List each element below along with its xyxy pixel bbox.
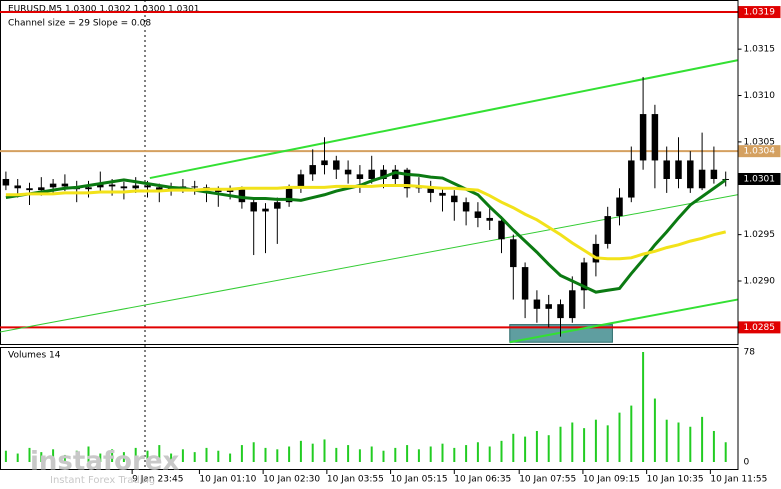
- candle-body: [639, 114, 647, 161]
- candle-body: [26, 188, 33, 191]
- x-tick-label: 10 Jan 06:35: [454, 475, 511, 485]
- candle-body: [49, 183, 57, 188]
- price-panel: [0, 0, 739, 345]
- volume-panel: [0, 347, 739, 470]
- candle-body: [108, 184, 116, 187]
- trend-line: [149, 59, 738, 180]
- candle-body: [97, 184, 104, 188]
- x-tick-label: 10 Jan 01:10: [199, 475, 256, 485]
- candle-body: [628, 160, 635, 198]
- candle-body: [392, 169, 399, 179]
- candle-body: [61, 183, 69, 187]
- candle-body: [344, 169, 352, 175]
- candle-body: [2, 178, 10, 186]
- candle-body: [663, 160, 670, 179]
- last-price-label: 1.0301: [744, 174, 776, 184]
- x-tick-label: 10 Jan 03:55: [327, 475, 384, 485]
- candle-body: [156, 187, 163, 192]
- candle-body: [285, 188, 293, 203]
- volume-title: Volumes 14: [8, 351, 61, 361]
- candle-body: [85, 187, 92, 190]
- candle-body: [474, 211, 482, 218]
- volume-tick-label: 0: [744, 458, 750, 468]
- candle-body: [698, 169, 706, 189]
- level-label: 1.0304: [744, 147, 776, 157]
- candle-body: [191, 186, 198, 188]
- candle-body: [144, 185, 151, 188]
- moving-average: [5, 170, 727, 294]
- candle-body: [38, 187, 45, 191]
- candle-body: [710, 169, 718, 179]
- candle-body: [309, 165, 316, 175]
- x-tick-label: 10 Jan 05:15: [391, 475, 448, 485]
- candle-body: [569, 290, 576, 319]
- candle-body: [120, 186, 128, 189]
- level-label: 1.0285: [744, 323, 776, 333]
- x-tick-label: 10 Jan 02:30: [263, 475, 320, 485]
- x-tick-label: 9 Jan 23:45: [132, 475, 183, 485]
- candle-body: [651, 114, 659, 161]
- y-tick-label: 1.0305: [744, 137, 776, 147]
- x-tick-label: 10 Jan 09:15: [583, 475, 640, 485]
- candle-body: [14, 185, 21, 189]
- candle-body: [675, 160, 682, 179]
- candle-body: [297, 174, 305, 189]
- y-tick-label: 1.0315: [744, 45, 776, 55]
- candle-body: [250, 202, 257, 212]
- moving-average: [5, 183, 727, 261]
- level-label: 1.0319: [744, 8, 776, 18]
- candle-body: [604, 216, 611, 244]
- volume-tick-label: 78: [744, 348, 756, 358]
- candle-body: [427, 186, 434, 193]
- chart-subtitle: Channel size = 29 Slope = 0.08: [8, 19, 151, 29]
- candle-body: [321, 160, 328, 166]
- level-tag: [738, 145, 781, 158]
- candle-body: [262, 208, 269, 212]
- level-tag: [738, 6, 781, 19]
- x-tick-label: 10 Jan 10:35: [647, 475, 704, 485]
- candle-body: [616, 197, 623, 217]
- marks: 1.0290 1.0295 1.0305 1.0310 1.0315 9 Jan 23:4…: [0, 6, 781, 485]
- candle-body: [132, 185, 139, 189]
- candle-body: [403, 169, 411, 189]
- trend-line: [0, 194, 738, 333]
- candle-body: [368, 169, 375, 179]
- candle-body: [498, 220, 505, 240]
- candle-body: [274, 202, 281, 209]
- watermark-brand: instaforex: [30, 447, 180, 477]
- candle-body: [687, 160, 694, 189]
- candle-body: [356, 174, 364, 179]
- y-tick-label: 1.0295: [744, 230, 776, 240]
- candle-body: [451, 195, 458, 203]
- candle-body: [333, 160, 340, 170]
- watermark-tagline: Instant Forex Trading: [50, 475, 155, 486]
- candle-body: [510, 239, 517, 268]
- candle-body: [545, 304, 552, 309]
- candle-body: [462, 202, 470, 212]
- last-price-tag: [738, 172, 781, 185]
- level-tag: [738, 321, 781, 334]
- x-tick-label: 10 Jan 07:55: [519, 475, 576, 485]
- chart-title: EURUSD,M5 1.0300 1.0302 1.0300 1.0301: [8, 5, 200, 15]
- candle-body: [722, 178, 729, 180]
- trend-line: [509, 298, 738, 344]
- x-tick-label: 10 Jan 11:55: [710, 475, 767, 485]
- candle-body: [380, 169, 387, 179]
- y-tick-label: 1.0290: [744, 277, 776, 287]
- candle-body: [486, 217, 493, 221]
- candle-body: [521, 267, 529, 300]
- candle-body: [557, 304, 564, 319]
- candle-body: [238, 188, 246, 203]
- candle-body: [439, 192, 446, 196]
- candle-body: [592, 243, 600, 263]
- y-tick-label: 1.0310: [744, 91, 776, 101]
- candle-body: [533, 299, 541, 309]
- candle-body: [580, 262, 588, 291]
- candle-body: [215, 190, 222, 192]
